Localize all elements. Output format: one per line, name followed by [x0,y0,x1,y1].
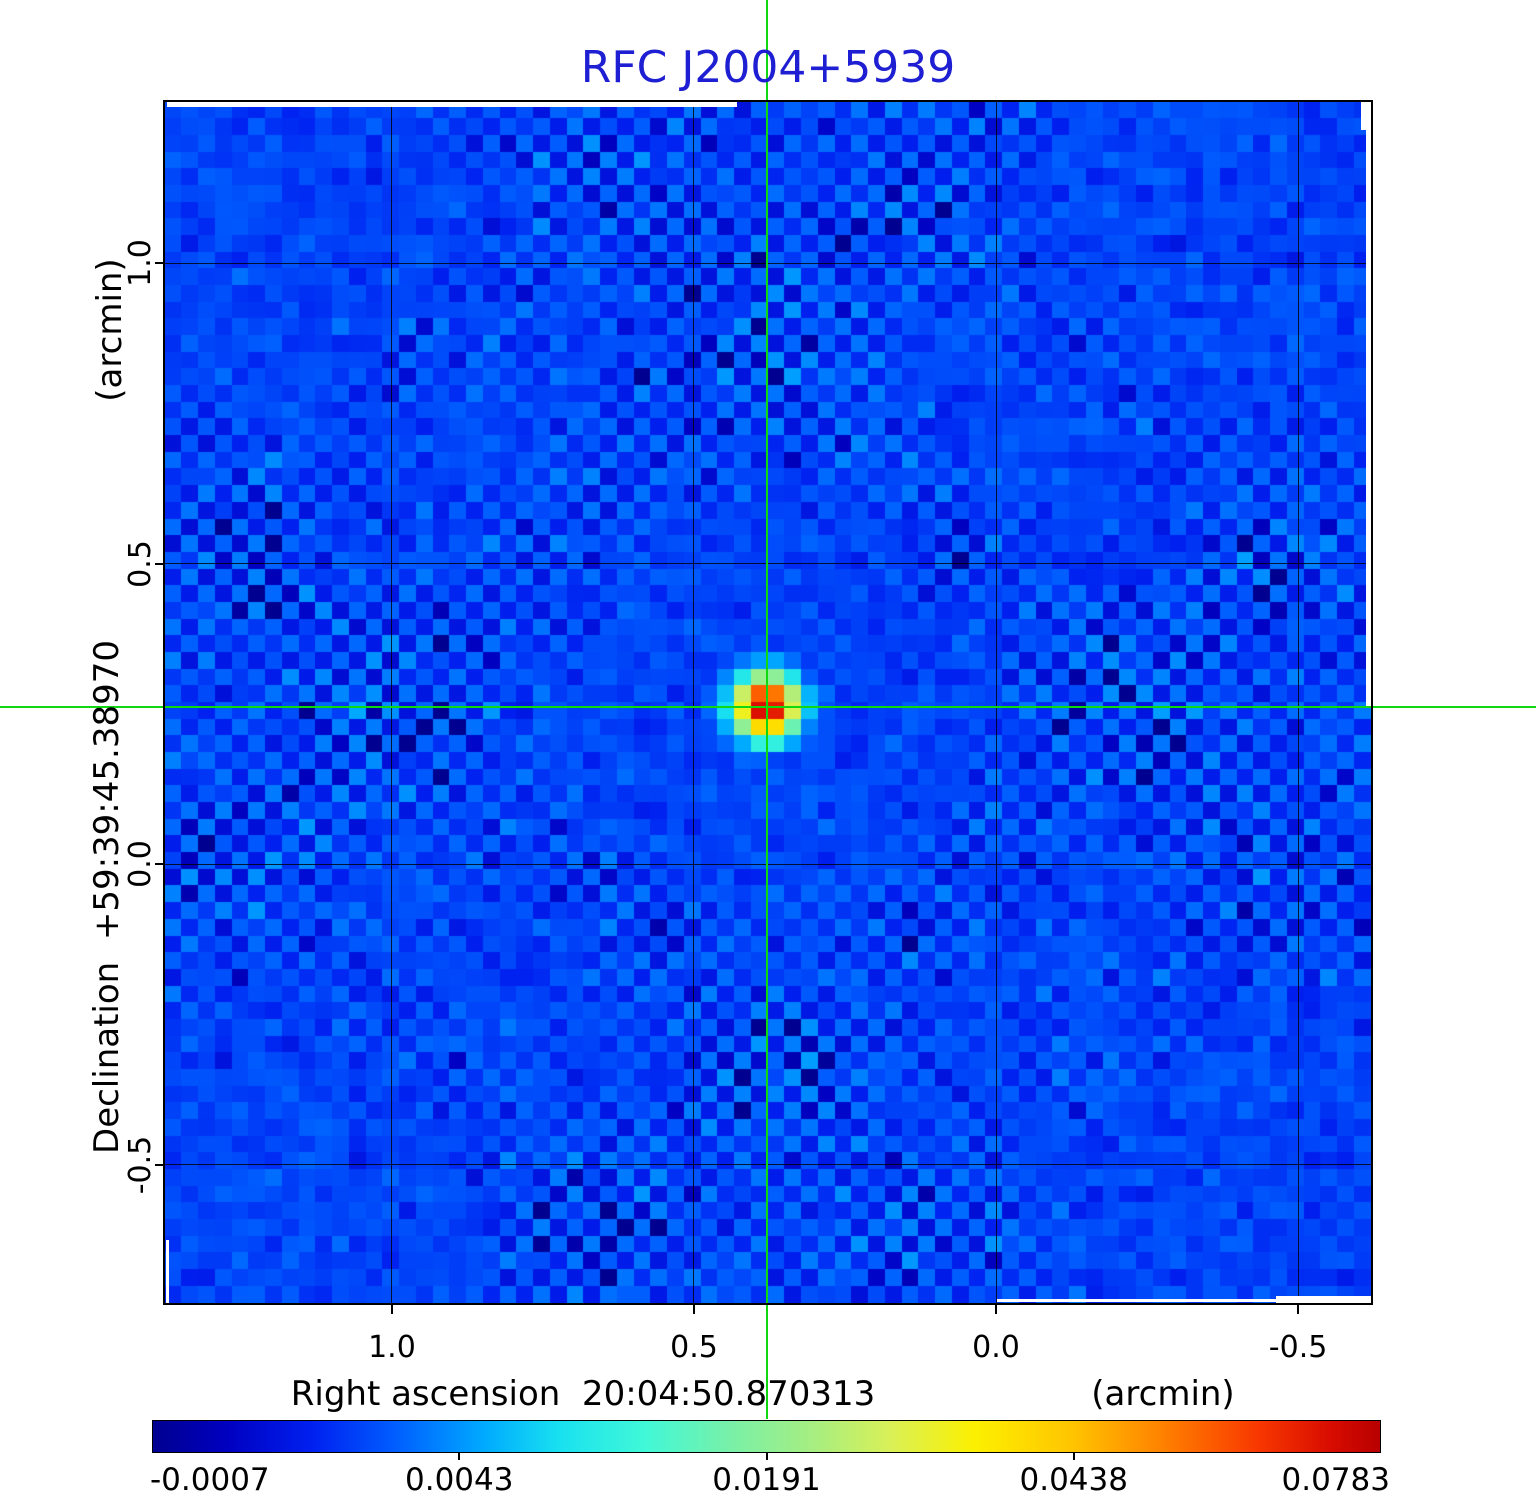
figure-title: RFC J2004+5939 [580,42,956,93]
y-tick-label: 0.0 [123,840,158,889]
colorbar-tick [458,1452,461,1460]
colorbar-tick-label: 0.0191 [712,1462,821,1498]
x-axis-label: Right ascension 20:04:50.870313 [290,1374,876,1414]
x-tick-label: 0.0 [972,1330,1020,1365]
blank-pixel-artifact [166,1240,169,1303]
crosshair-vertical-line [766,0,769,1419]
y-axis-tick [155,262,164,265]
x-axis-tick [692,1305,695,1314]
crosshair-horizontal-line [0,706,1536,708]
blank-pixel-artifact [1276,1296,1372,1303]
x-grid-line [391,102,393,1303]
x-axis-tick [1297,1305,1300,1314]
x-axis-tick [390,1305,393,1314]
colorbar-tick [765,1452,768,1460]
y-tick-label: -0.5 [123,1135,158,1195]
x-tick-label: -0.5 [1268,1330,1328,1365]
x-grid-line [693,102,695,1303]
blank-pixel-artifact [997,1299,1282,1302]
y-axis-tick [155,1163,164,1166]
y-axis-tick [155,863,164,866]
x-grid-line [1297,102,1299,1303]
colorbar-tick-label: 0.0438 [1019,1462,1128,1498]
colorbar-tick [1072,1452,1075,1460]
y-axis-label: Declination +59:39:45.38970 [87,640,127,1154]
blank-pixel-artifact [167,102,737,107]
blank-pixel-artifact [1366,102,1371,706]
colorbar-tick-label: 0.0783 [1281,1462,1390,1498]
colorbar-gradient [152,1420,1381,1453]
colorbar-tick-label: 0.0043 [405,1462,514,1498]
blank-pixel-artifact [1361,102,1371,130]
x-tick-label: 0.5 [670,1330,718,1365]
x-axis-unit-label: (arcmin) [1091,1374,1235,1414]
x-tick-label: 1.0 [368,1330,416,1365]
x-grid-line [995,102,997,1303]
y-axis-tick [155,562,164,565]
x-axis-tick [995,1305,998,1314]
colorbar-tick-label: -0.0007 [150,1462,270,1498]
